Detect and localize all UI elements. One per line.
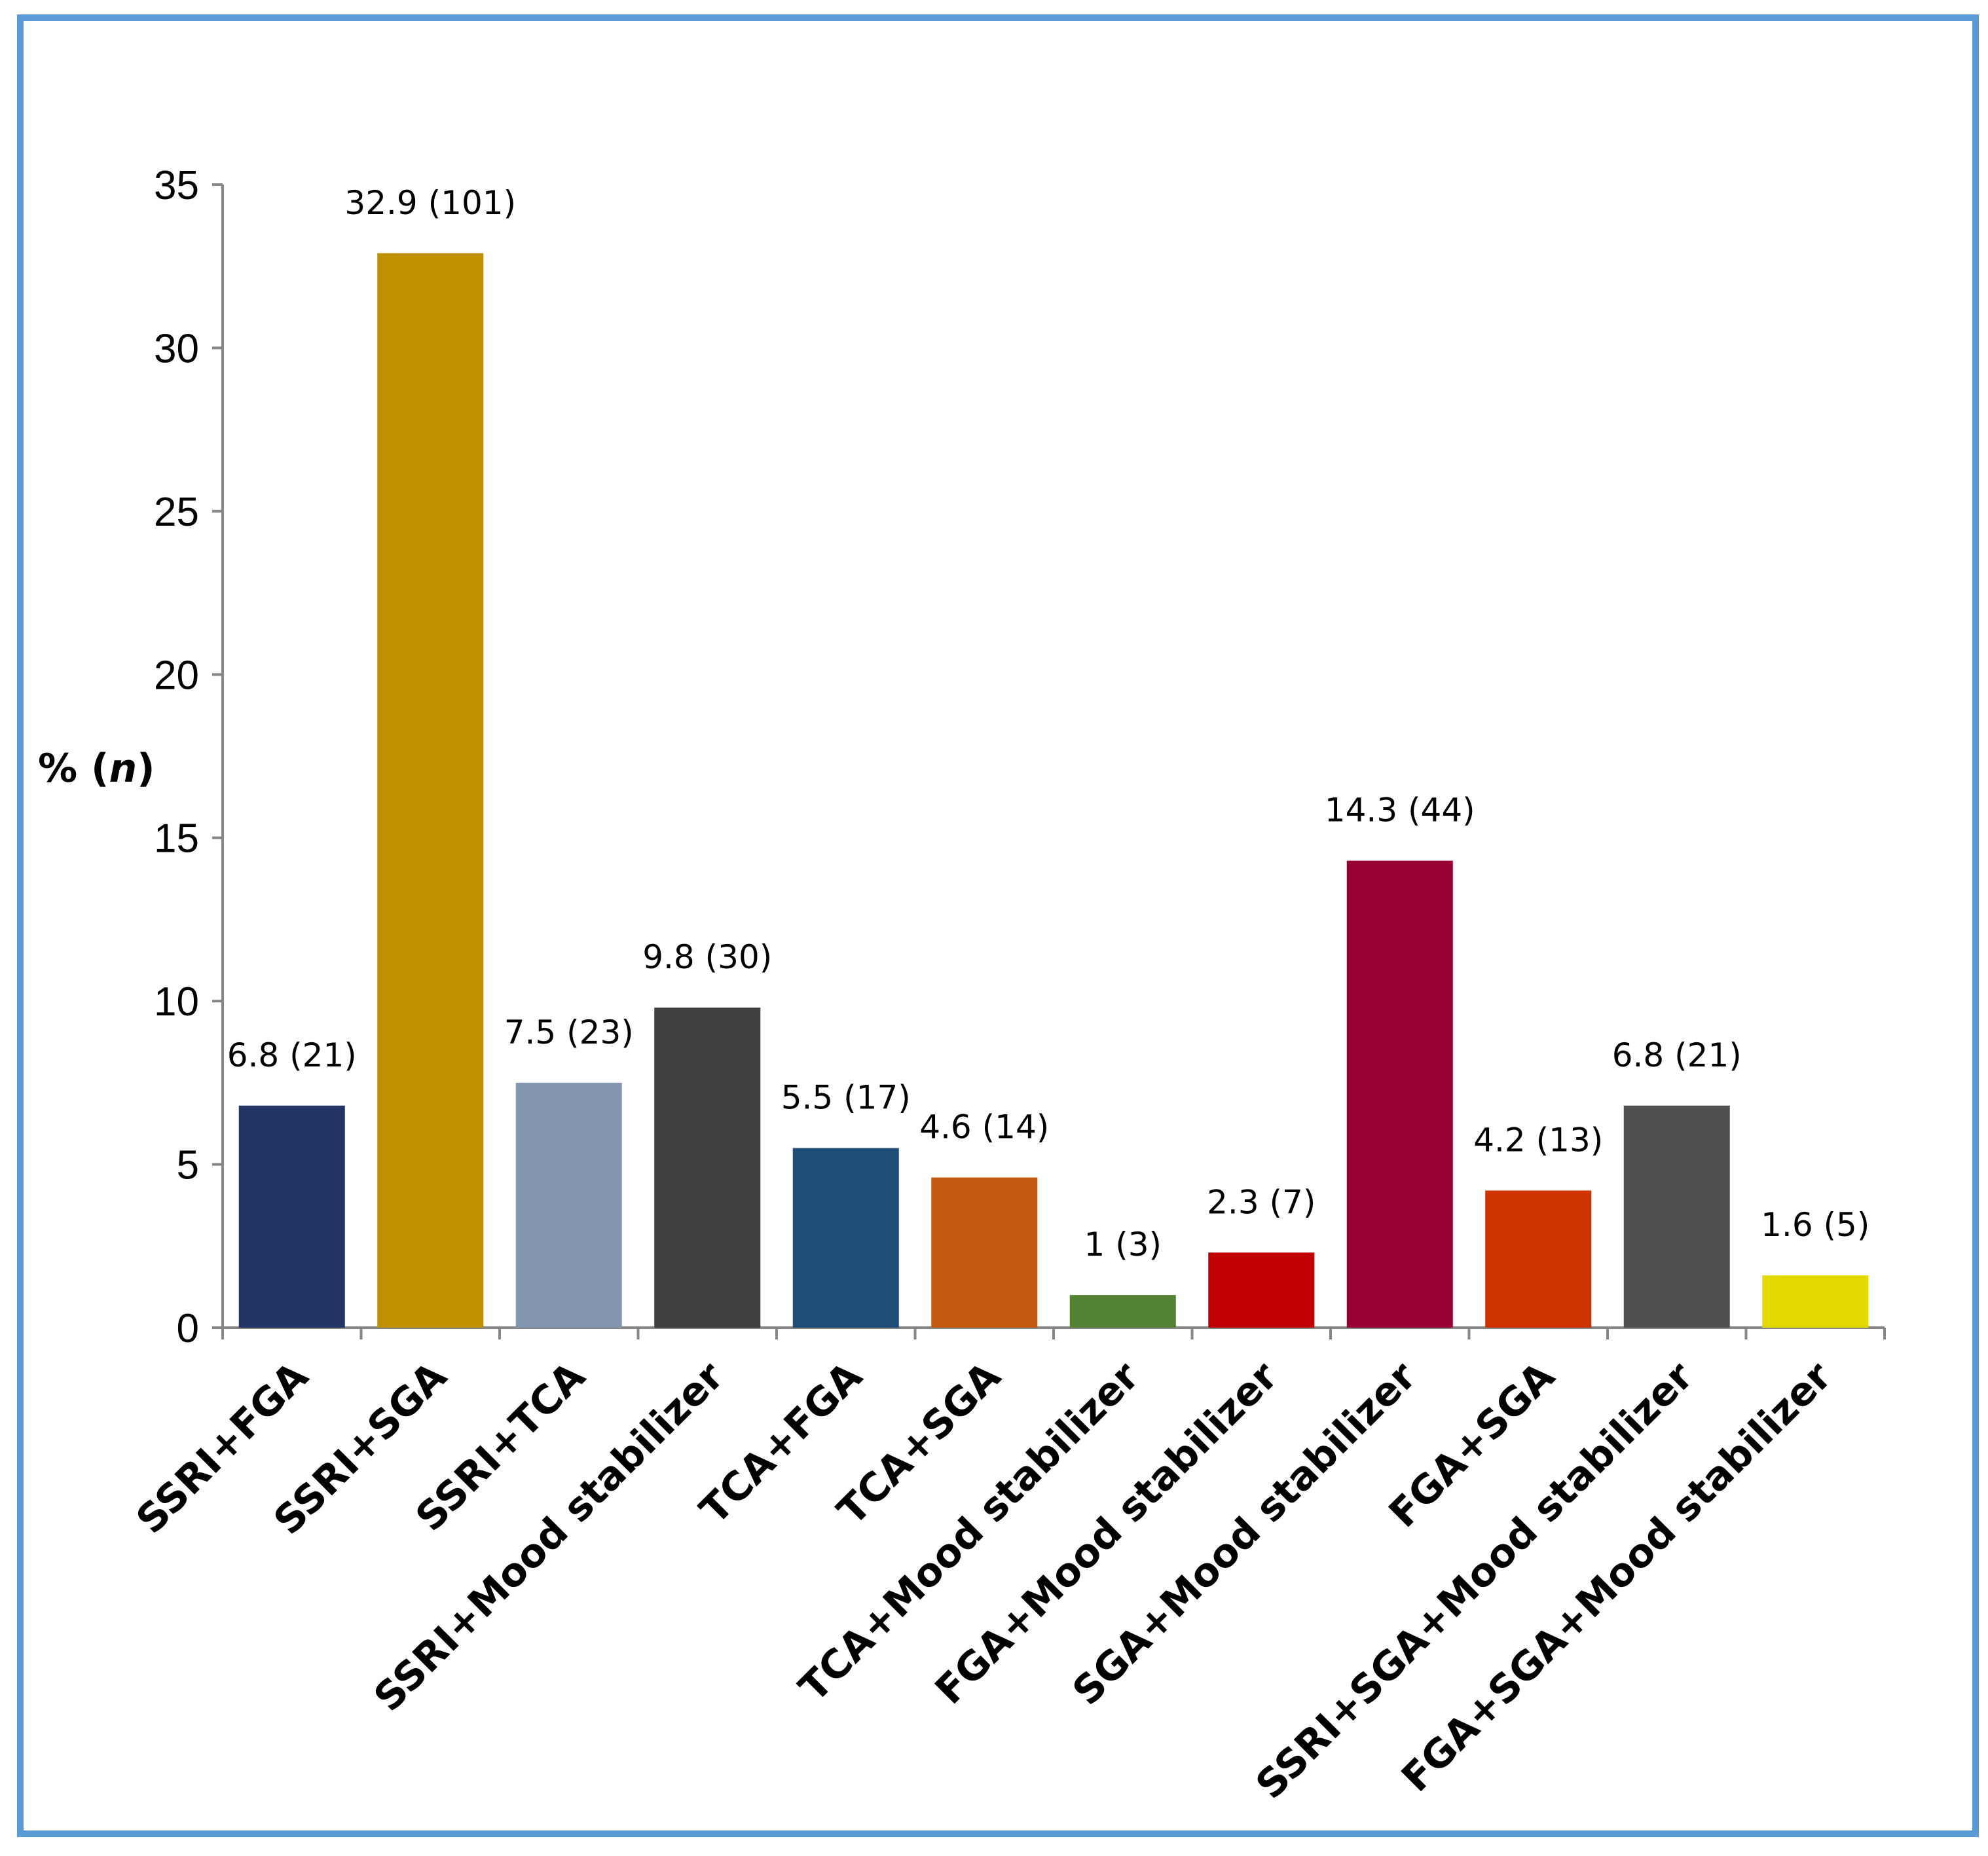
data-label: 2.3 (7) xyxy=(1207,1183,1316,1221)
bar xyxy=(1485,1190,1592,1328)
bar xyxy=(1762,1275,1869,1328)
y-tick-label: 20 xyxy=(154,653,199,698)
y-tick-label: 30 xyxy=(154,326,199,371)
bar xyxy=(1069,1295,1176,1328)
x-axis xyxy=(221,1326,1886,1339)
data-label: 4.6 (14) xyxy=(919,1108,1049,1146)
y-tick-label: 15 xyxy=(154,816,199,862)
y-tick-label: 35 xyxy=(154,163,199,208)
bar xyxy=(1623,1105,1730,1328)
data-labels: 6.8 (21) 32.9 (101) 7.5 (23)9.8 (30) 5.5 (1… xyxy=(227,184,1870,1264)
bar xyxy=(1208,1252,1315,1328)
bar xyxy=(377,253,484,1328)
chart-frame: 0 5 10 15 20 25 30 35 6.8 (21) 32.9 (101) 7.5 (23… xyxy=(17,14,1979,1837)
y-tick-label: 0 xyxy=(177,1306,199,1351)
y-tick-label: 25 xyxy=(154,490,199,535)
data-label: 6.8 (21) xyxy=(1612,1036,1742,1074)
y-tick-label: 5 xyxy=(177,1143,199,1188)
data-label: 32.9 (101) xyxy=(344,184,516,222)
y-axis: 0 5 10 15 20 25 30 35 xyxy=(154,163,224,1351)
bar xyxy=(654,1008,761,1328)
bar xyxy=(931,1177,1038,1328)
y-axis-title: % (n) xyxy=(38,746,155,792)
bar xyxy=(515,1082,622,1328)
data-label: 6.8 (21) xyxy=(227,1036,357,1074)
bar-chart: 0 5 10 15 20 25 30 35 6.8 (21) 32.9 (101) 7.5 (23… xyxy=(38,163,1886,1808)
data-label: 5.5 (17) xyxy=(781,1079,911,1117)
data-label: 1.6 (5) xyxy=(1761,1206,1869,1244)
bar xyxy=(792,1148,899,1328)
y-tick-label: 10 xyxy=(154,979,199,1025)
bars xyxy=(238,253,1869,1328)
data-label: 4.2 (13) xyxy=(1473,1121,1603,1159)
bar xyxy=(1346,860,1453,1328)
bar xyxy=(238,1105,345,1328)
data-label: 1 (3) xyxy=(1084,1226,1162,1264)
data-label: 9.8 (30) xyxy=(642,938,772,976)
data-label: 7.5 (23) xyxy=(504,1013,634,1051)
data-label: 14.3 (44) xyxy=(1325,792,1475,829)
